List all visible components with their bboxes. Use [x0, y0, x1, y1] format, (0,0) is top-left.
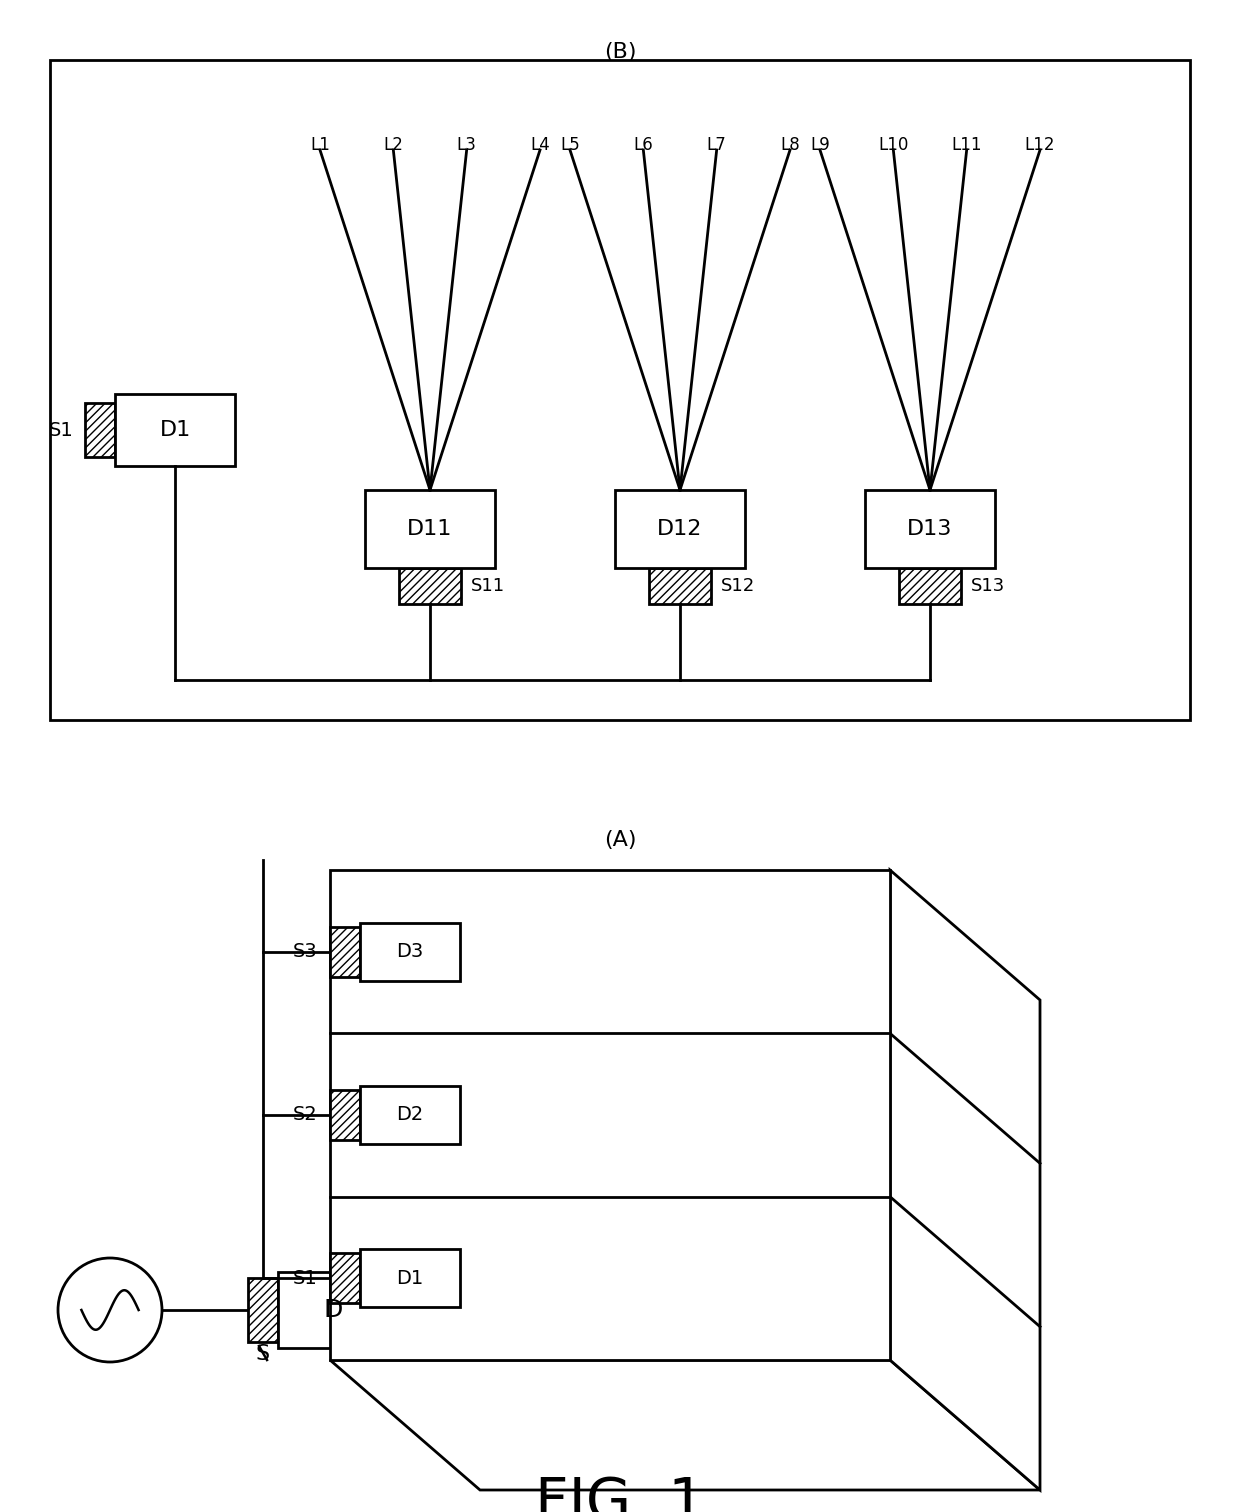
- Text: FIG. 1: FIG. 1: [534, 1476, 706, 1512]
- Text: S11: S11: [471, 578, 505, 596]
- Bar: [360, 1086, 460, 1145]
- Text: D1: D1: [160, 420, 191, 440]
- Text: D13: D13: [908, 519, 952, 538]
- Text: S: S: [255, 1344, 270, 1364]
- Bar: [899, 569, 961, 603]
- Bar: [248, 1278, 278, 1343]
- Text: L1: L1: [310, 136, 330, 154]
- Text: L9: L9: [810, 136, 830, 154]
- Text: L8: L8: [780, 136, 800, 154]
- Bar: [330, 1253, 360, 1303]
- Text: (A): (A): [604, 830, 636, 850]
- Bar: [615, 490, 745, 569]
- Text: S3: S3: [293, 942, 317, 962]
- Bar: [399, 569, 461, 603]
- Text: S1: S1: [48, 420, 73, 440]
- Bar: [330, 927, 360, 977]
- Polygon shape: [330, 1359, 1040, 1489]
- Bar: [360, 922, 460, 981]
- Text: L10: L10: [878, 136, 909, 154]
- Text: (B): (B): [604, 42, 636, 62]
- Bar: [866, 490, 994, 569]
- Text: S1: S1: [293, 1269, 317, 1288]
- Text: L5: L5: [560, 136, 580, 154]
- Text: S13: S13: [971, 578, 1006, 596]
- Text: D3: D3: [397, 942, 424, 962]
- Text: L4: L4: [531, 136, 549, 154]
- Bar: [330, 1090, 360, 1140]
- Text: D1: D1: [397, 1269, 424, 1288]
- Text: S2: S2: [293, 1105, 317, 1125]
- Text: L11: L11: [951, 136, 982, 154]
- Text: S12: S12: [720, 578, 755, 596]
- Bar: [50, 60, 1190, 720]
- Bar: [115, 395, 236, 466]
- Text: D12: D12: [657, 519, 703, 538]
- Text: D11: D11: [407, 519, 453, 538]
- Text: L12: L12: [1024, 136, 1055, 154]
- Bar: [365, 490, 495, 569]
- Polygon shape: [890, 869, 1040, 1489]
- Text: D2: D2: [397, 1105, 424, 1125]
- Text: L3: L3: [456, 136, 476, 154]
- Text: L2: L2: [383, 136, 403, 154]
- Text: D: D: [324, 1297, 342, 1321]
- Bar: [330, 869, 890, 1359]
- Bar: [360, 1249, 460, 1308]
- Bar: [278, 1272, 388, 1349]
- Bar: [649, 569, 711, 603]
- Bar: [86, 404, 115, 457]
- Text: L6: L6: [634, 136, 653, 154]
- Text: L7: L7: [707, 136, 727, 154]
